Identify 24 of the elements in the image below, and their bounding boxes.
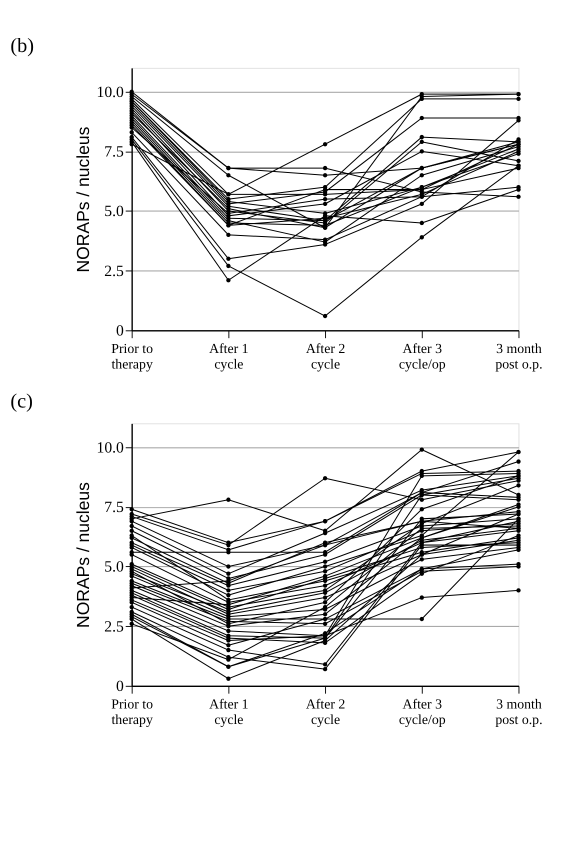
y-tick-label: 2.5 <box>104 618 124 636</box>
y-tick-label: 7.5 <box>104 143 124 160</box>
x-tick-label: Prior to therapy <box>111 340 154 372</box>
chart-title: (c) <box>10 390 33 413</box>
y-tick-label: 5.0 <box>104 203 124 220</box>
y-tick-label: 0 <box>116 678 124 695</box>
y-axis-title: NORAPs / nucleus <box>73 126 94 272</box>
x-tick-label: After 2 cycle <box>306 340 346 372</box>
x-tick-label: After 3 cycle/op <box>398 340 446 372</box>
chart-title: (b) <box>10 35 34 58</box>
y-tick-label: 2.5 <box>104 262 124 280</box>
x-tick-label: After 3 cycle/op <box>398 696 446 728</box>
x-tick-label: After 1 cycle <box>209 340 249 372</box>
y-tick-label: 7.5 <box>104 498 124 516</box>
x-tick-label: After 2 cycle <box>306 696 346 728</box>
x-tick-label: Prior to therapy <box>111 696 154 728</box>
x-tick-label: After 1 cycle <box>209 696 249 728</box>
x-tick-label: 3 month post o.p. <box>495 340 543 372</box>
y-tick-label: 5.0 <box>104 558 124 576</box>
x-tick-label: 3 month post o.p. <box>495 696 543 728</box>
y-tick-label: 10.0 <box>96 439 124 456</box>
y-tick-label: 10.0 <box>96 84 124 101</box>
y-axis-title: NORAPs / nucleus <box>73 482 94 628</box>
y-tick-label: 0 <box>116 322 124 340</box>
